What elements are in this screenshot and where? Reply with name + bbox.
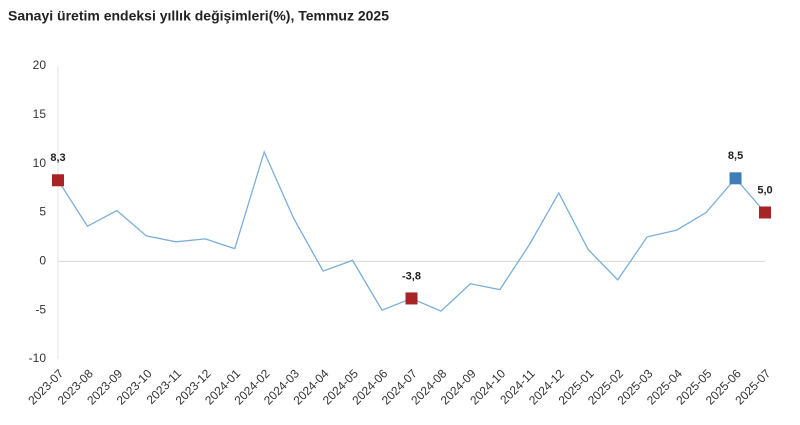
chart-title: Sanayi üretim endeksi yıllık değişimleri… bbox=[8, 8, 389, 24]
y-tick-label: 0 bbox=[39, 254, 46, 268]
y-tick-label: -10 bbox=[29, 351, 47, 365]
marker bbox=[405, 292, 418, 305]
y-tick-label: 20 bbox=[33, 58, 47, 72]
data-label: 8,3 bbox=[50, 152, 65, 164]
y-tick-label: 10 bbox=[33, 156, 47, 170]
y-tick-label: 15 bbox=[33, 107, 47, 121]
data-label: 8,5 bbox=[728, 150, 743, 162]
data-label: 5,0 bbox=[757, 184, 772, 196]
y-tick-label: -5 bbox=[35, 302, 46, 316]
data-line bbox=[57, 150, 766, 312]
marker bbox=[52, 174, 64, 187]
marker bbox=[729, 172, 742, 185]
y-tick-label: 5 bbox=[39, 205, 46, 219]
data-label: -3,8 bbox=[402, 270, 421, 282]
marker bbox=[759, 206, 771, 219]
